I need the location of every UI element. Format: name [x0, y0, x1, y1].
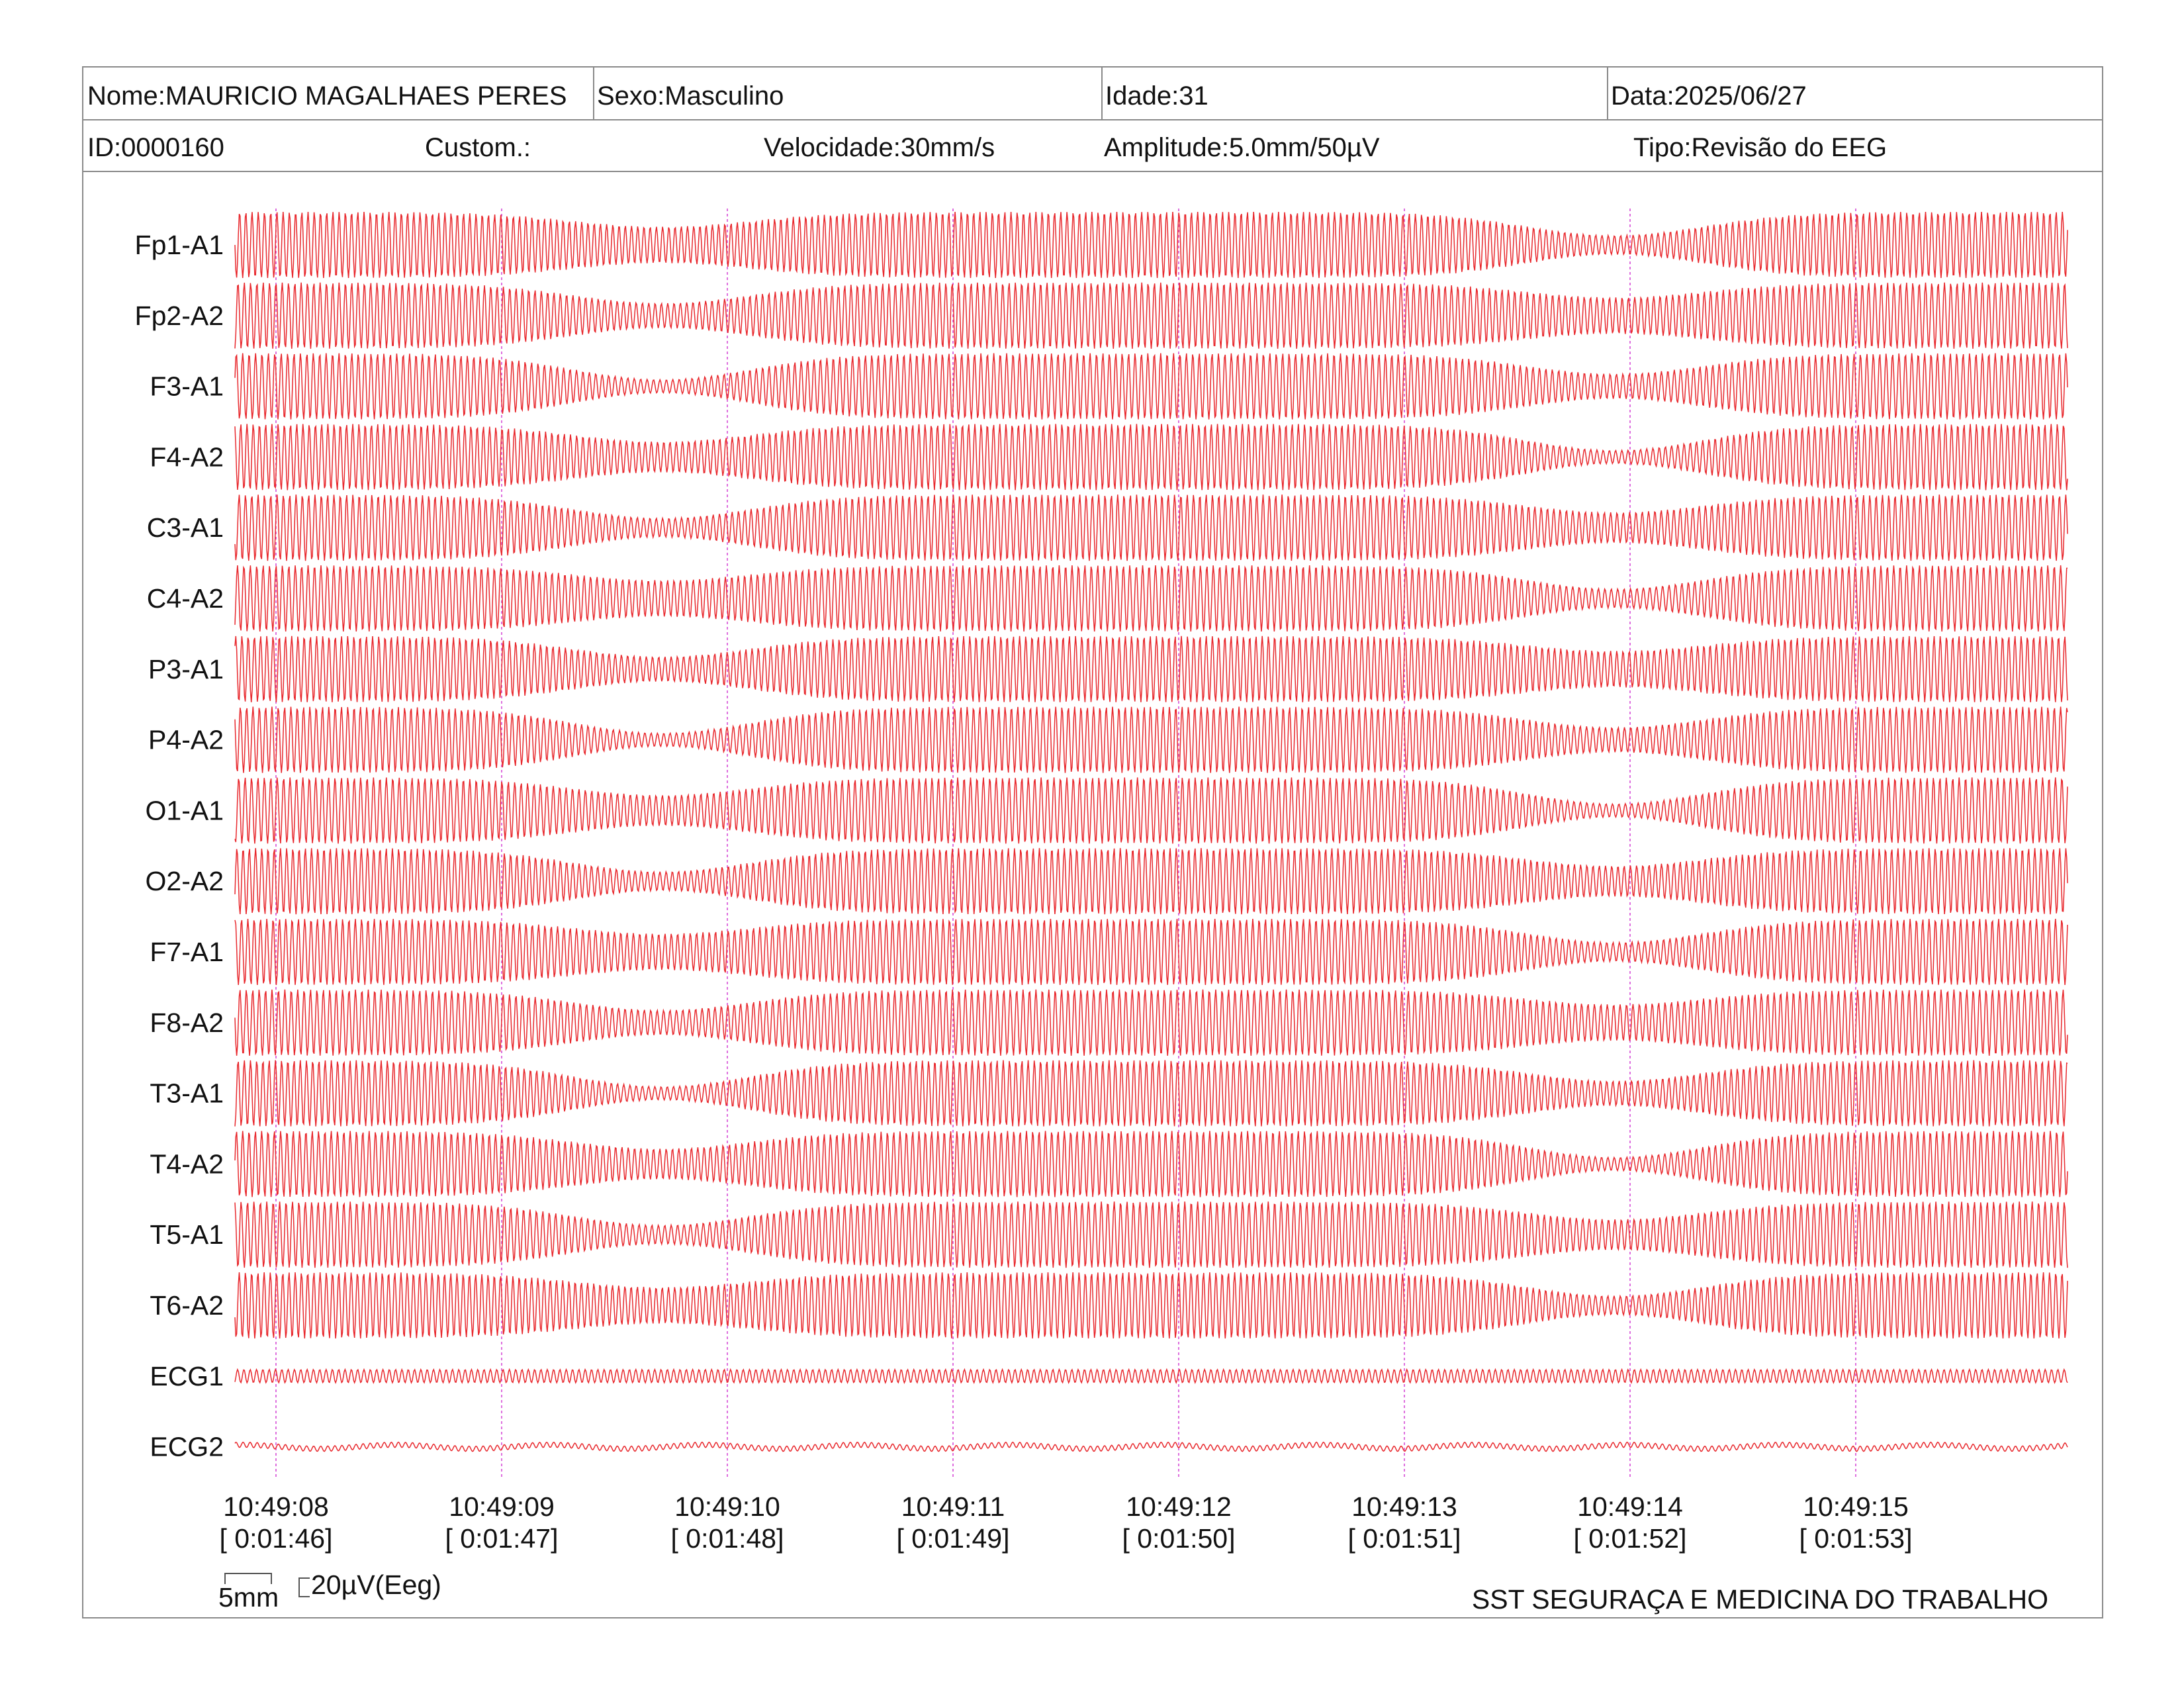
channel-label: ECG2: [150, 1432, 224, 1462]
scale-5mm-label: 5mm: [218, 1582, 279, 1613]
time-tick-elapsed: [ 0:01:53]: [1799, 1523, 1913, 1554]
header-divider: [593, 68, 594, 119]
time-tick-clock: 10:49:09: [449, 1491, 555, 1522]
time-tick-clock: 10:49:13: [1351, 1491, 1457, 1522]
scale-bar-5mm: [224, 1573, 272, 1584]
time-tick-clock: 10:49:11: [901, 1491, 1005, 1522]
exam-date: Data:2025/06/27: [1611, 81, 1807, 111]
channel-trace: [234, 211, 2068, 279]
channel-label: P4-A2: [148, 725, 224, 755]
header-divider: [1607, 68, 1608, 119]
channel-trace: [234, 565, 2068, 632]
header-row-1: Nome:MAURICIO MAGALHAES PERES Sexo:Mascu…: [83, 68, 2102, 120]
channel-label: O2-A2: [146, 866, 224, 896]
company-name: SST SEGURAÇA E MEDICINA DO TRABALHO: [1472, 1584, 2048, 1615]
channel-label: F3-A1: [150, 371, 224, 402]
header-row-2: ID:0000160 Custom.: Velocidade:30mm/s Am…: [83, 119, 2102, 172]
time-tick-clock: 10:49:08: [223, 1491, 329, 1522]
channel-trace: [234, 1441, 2068, 1452]
channel-trace: [234, 635, 2068, 702]
patient-id: ID:0000160: [87, 133, 224, 162]
channel-label: ECG1: [150, 1361, 224, 1391]
time-tick-clock: 10:49:12: [1126, 1491, 1232, 1522]
channel-trace: [234, 353, 2068, 420]
channel-label: T6-A2: [150, 1290, 224, 1321]
exam-type: Tipo:Revisão do EEG: [1633, 133, 1888, 162]
channel-label: T5-A1: [150, 1219, 224, 1250]
channel-trace: [234, 706, 2068, 773]
footer: 5mm 20µV(Eeg) SST SEGURAÇA E MEDICINA DO…: [218, 1570, 2048, 1615]
amplitude-setting: Amplitude:5.0mm/50µV: [1104, 133, 1380, 162]
time-tick-elapsed: [ 0:01:48]: [671, 1523, 784, 1554]
paper-speed: Velocidade:30mm/s: [764, 133, 995, 162]
channel-trace: [234, 989, 2068, 1056]
eeg-traces: [234, 211, 2068, 1452]
patient-name: Nome:MAURICIO MAGALHAES PERES: [87, 81, 567, 111]
channel-label: Fp2-A2: [135, 301, 224, 331]
channel-trace: [234, 1201, 2068, 1268]
channel-trace: [234, 918, 2068, 986]
channel-trace: [234, 1131, 2068, 1197]
time-tick-clock: 10:49:10: [674, 1491, 780, 1522]
time-tick-elapsed: [ 0:01:51]: [1348, 1523, 1461, 1554]
time-tick-clock: 10:49:15: [1803, 1491, 1909, 1522]
time-tick-elapsed: [ 0:01:46]: [220, 1523, 333, 1554]
time-tick-elapsed: [ 0:01:49]: [897, 1523, 1010, 1554]
time-tick-elapsed: [ 0:01:52]: [1574, 1523, 1687, 1554]
patient-age: Idade:31: [1105, 81, 1208, 111]
channel-trace: [234, 282, 2068, 349]
time-tick-elapsed: [ 0:01:50]: [1122, 1523, 1236, 1554]
channel-trace: [234, 1368, 2068, 1384]
channel-trace: [234, 494, 2068, 561]
channel-label: C4-A2: [147, 583, 224, 614]
patient-sex: Sexo:Masculino: [597, 81, 784, 111]
time-tick-clock: 10:49:14: [1577, 1491, 1683, 1522]
time-axis: 10:49:08[ 0:01:46] 10:49:09[ 0:01:47] 10:4…: [220, 1491, 1913, 1554]
header-divider: [1101, 68, 1103, 119]
scale-20uv-label: 20µV(Eeg): [311, 1570, 441, 1600]
channel-label: O1-A1: [146, 795, 224, 825]
channel-trace: [234, 424, 2068, 491]
channel-trace: [234, 1060, 2068, 1127]
channel-label: Fp1-A1: [135, 230, 224, 260]
channel-trace: [234, 848, 2068, 915]
channel-label: T3-A1: [150, 1078, 224, 1109]
custom-field: Custom.:: [425, 133, 531, 162]
second-markers: [275, 209, 1856, 1479]
channel-label: P3-A1: [148, 654, 224, 684]
channel-label: F4-A2: [150, 442, 224, 472]
time-tick-elapsed: [ 0:01:47]: [445, 1523, 559, 1554]
channel-trace: [234, 777, 2068, 844]
channel-label: F7-A1: [150, 937, 224, 967]
channel-label: C3-A1: [147, 512, 224, 543]
channel-label: F8-A2: [150, 1008, 224, 1038]
channel-trace: [234, 1272, 2068, 1339]
eeg-report-sheet: Nome:MAURICIO MAGALHAES PERES Sexo:Mascu…: [82, 66, 2103, 1618]
channel-label: T4-A2: [150, 1149, 224, 1179]
channel-labels: Fp1-A1 Fp2-A2 F3-A1 F4-A2 C3-A1 C4-A2 P3-A1 P4-…: [135, 230, 224, 1462]
scale-bar-20uv: [298, 1577, 310, 1597]
